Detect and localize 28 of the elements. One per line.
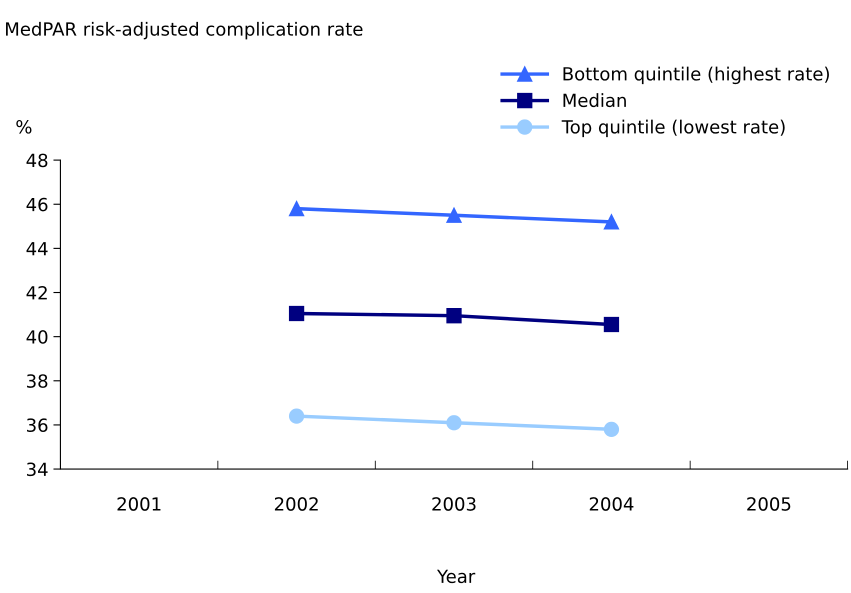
y-tick-label: 36 bbox=[27, 418, 48, 432]
y-tick-label: 40 bbox=[26, 330, 48, 344]
x-tick-label: 2003 bbox=[432, 497, 476, 511]
point bbox=[288, 408, 304, 424]
point bbox=[288, 306, 304, 322]
y-tick-label: 48 bbox=[26, 154, 48, 168]
point bbox=[288, 201, 304, 216]
y-axis-title: % bbox=[16, 120, 32, 134]
y-tick-label: 44 bbox=[26, 242, 48, 256]
y-tick-label: 42 bbox=[26, 286, 47, 300]
x-tick-label: 2002 bbox=[274, 497, 318, 511]
x-tick-label: 2004 bbox=[590, 497, 634, 511]
point bbox=[604, 422, 620, 437]
point bbox=[446, 208, 462, 223]
y-tick-label: 46 bbox=[26, 198, 48, 212]
legend-label: Bottom quintile (highest rate) bbox=[564, 66, 829, 84]
legend-label: Top quintile (lowest rate) bbox=[562, 120, 785, 138]
point bbox=[604, 316, 620, 332]
x-tick-label: 2001 bbox=[117, 497, 160, 511]
point bbox=[446, 308, 462, 324]
x-axis-title: Year bbox=[436, 570, 476, 584]
chart-title: MedPAR risk-adjusted complication rate bbox=[6, 22, 362, 40]
point bbox=[446, 415, 462, 430]
y-tick-label: 34 bbox=[27, 462, 48, 476]
x-tick-label: 2005 bbox=[747, 497, 790, 511]
y-tick-label: 38 bbox=[27, 374, 48, 388]
legend-label: Median bbox=[564, 93, 626, 108]
point bbox=[604, 214, 620, 230]
